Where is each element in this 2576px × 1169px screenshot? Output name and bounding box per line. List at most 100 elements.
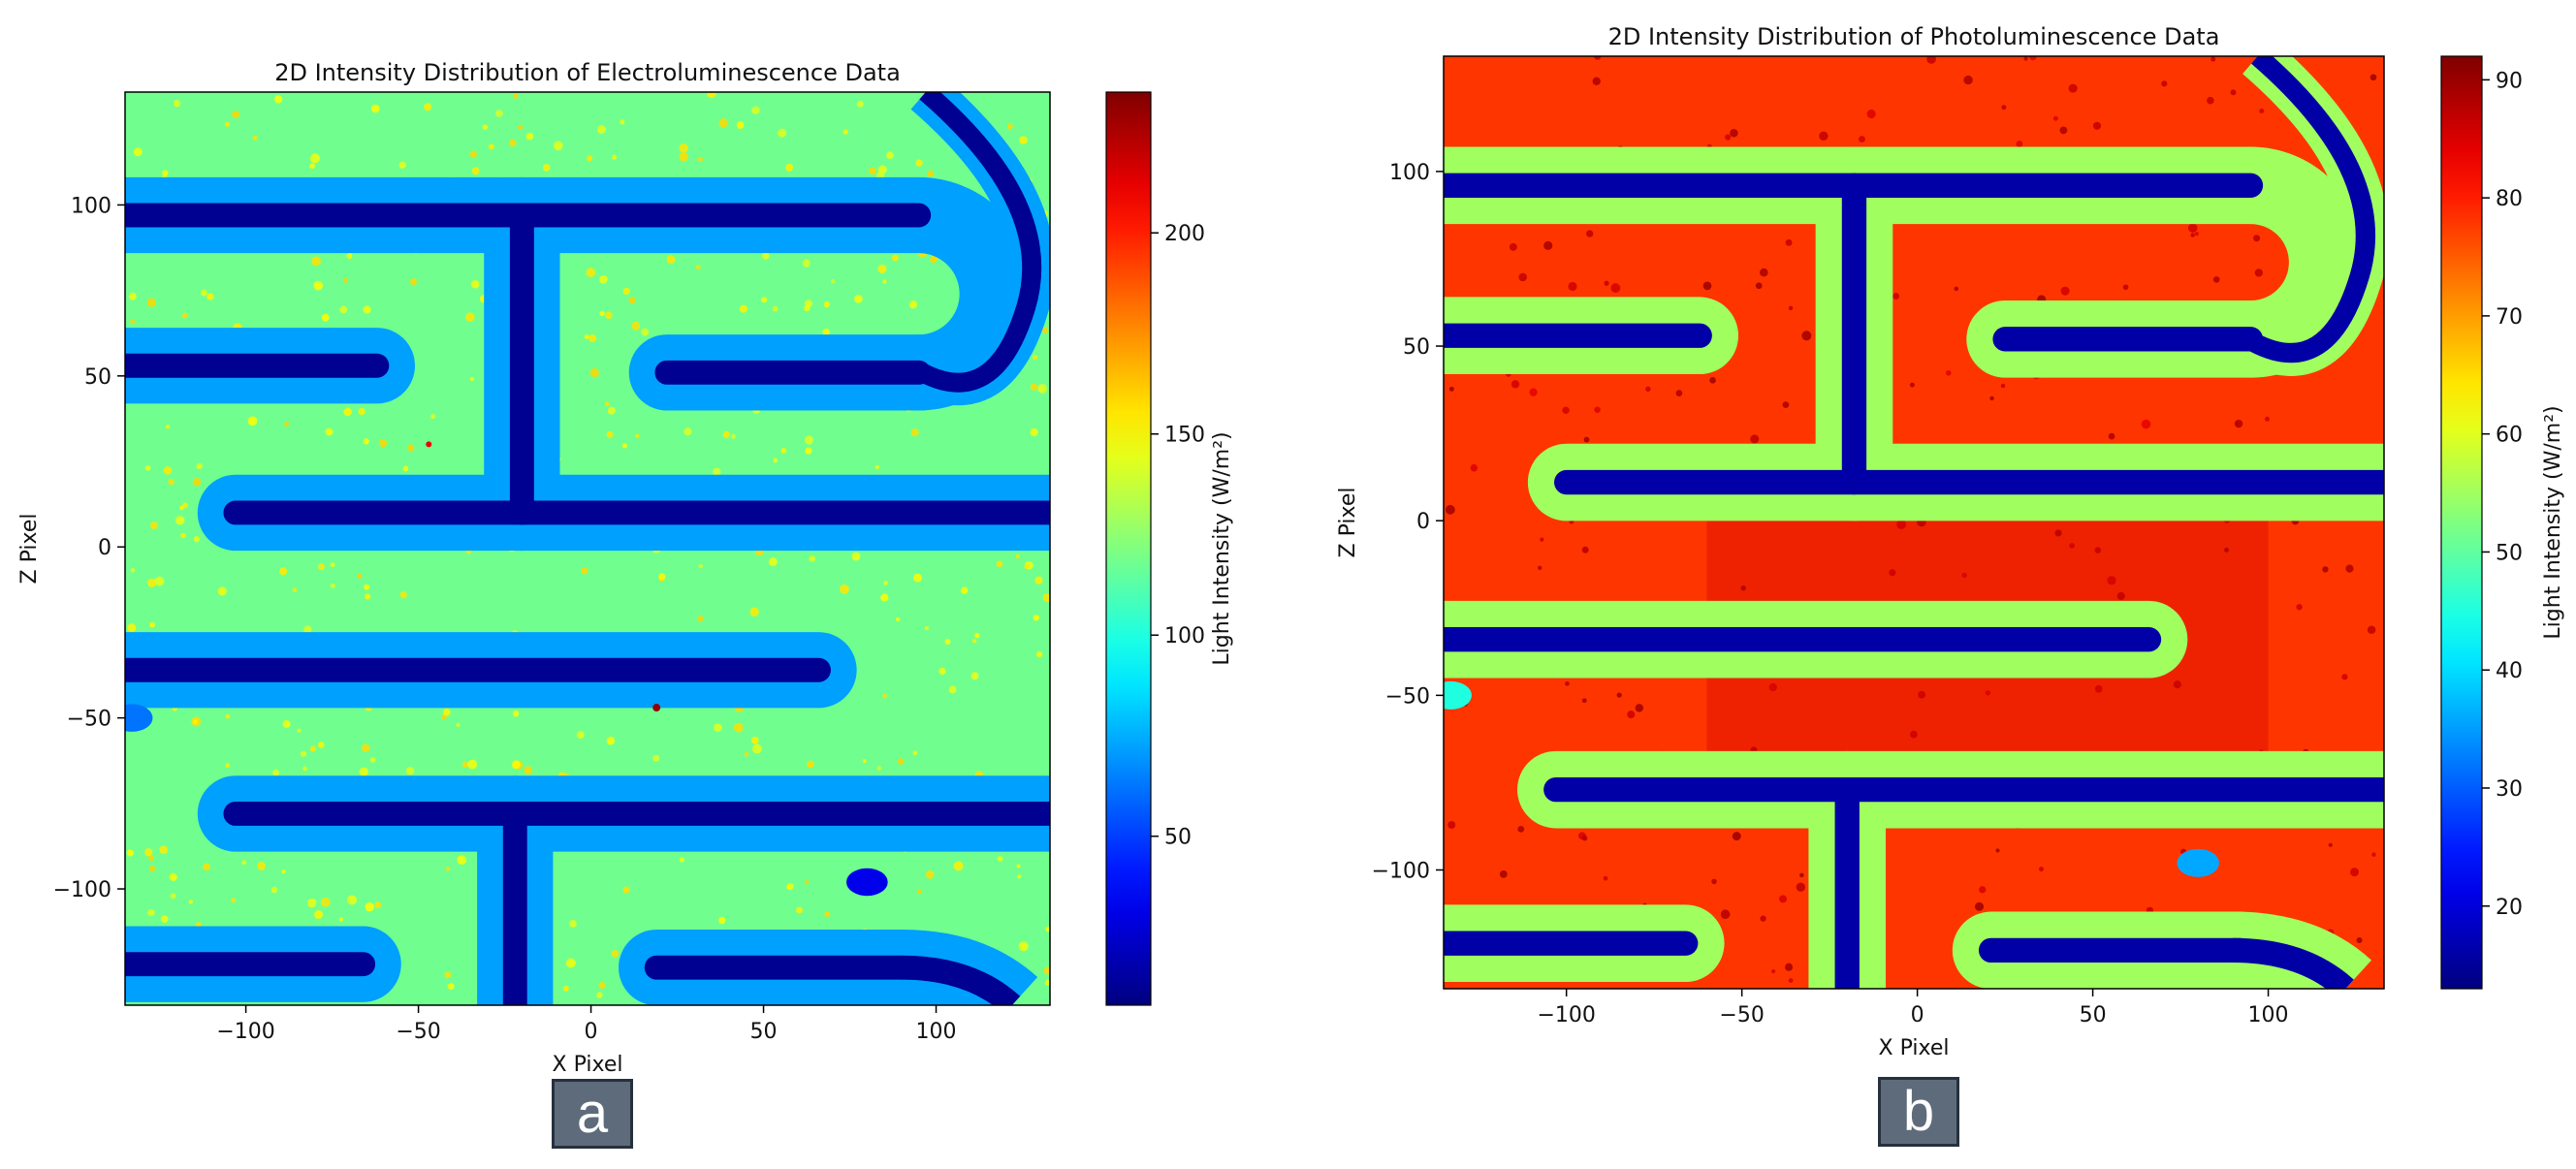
speckle	[1892, 293, 1900, 300]
speckle	[869, 167, 876, 175]
speckle	[706, 92, 716, 99]
speckle	[170, 893, 176, 900]
speckle	[203, 863, 210, 871]
speckle	[292, 587, 298, 593]
speckle	[2094, 684, 2103, 693]
speckle	[598, 981, 606, 990]
x-axis-label: X Pixel	[1879, 1036, 1950, 1060]
speckle	[525, 132, 534, 141]
y-tick-label: −50	[1385, 684, 1430, 709]
speckle	[1044, 979, 1050, 986]
colorbar-tick-label: 60	[2496, 424, 2523, 448]
speckle	[343, 407, 352, 417]
x-tick-label: −50	[1719, 1003, 1764, 1027]
speckle	[698, 564, 703, 569]
speckle	[325, 427, 334, 436]
busbar-bottom-core	[901, 955, 1021, 1005]
speckle	[1889, 569, 1896, 577]
x-tick-label: −50	[396, 1020, 440, 1044]
speckle	[518, 124, 524, 130]
speckle	[1043, 966, 1050, 975]
speckle	[1926, 56, 1936, 64]
panel-a: 2D Intensity Distribution of Electrolumi…	[17, 59, 1234, 1077]
speckle	[512, 711, 520, 717]
speckle	[749, 607, 759, 616]
speckle	[2094, 547, 2101, 553]
speckle	[1616, 692, 1622, 698]
chart-title: 2D Intensity Distribution of Electrolumi…	[274, 59, 901, 86]
speckle	[163, 466, 173, 475]
speckle	[1447, 820, 1456, 830]
speckle	[851, 552, 861, 561]
speckle	[225, 713, 231, 719]
speckle	[1785, 238, 1793, 246]
y-tick-label: −50	[67, 708, 111, 732]
colorbar-tick-label: 30	[2496, 777, 2523, 802]
speckle	[944, 638, 951, 645]
speckle	[314, 910, 324, 920]
speckle	[232, 111, 240, 119]
speckle	[1509, 242, 1517, 251]
speckle	[1032, 355, 1038, 361]
chart-title: 2D Intensity Distribution of Photolumine…	[1608, 23, 2220, 50]
speckle	[2207, 96, 2214, 105]
speckle	[1034, 576, 1043, 584]
speckle	[1581, 836, 1588, 841]
speckle	[895, 616, 901, 622]
speckle	[1645, 386, 1651, 393]
speckle	[196, 462, 203, 469]
speckle	[596, 125, 606, 135]
speckle	[2001, 105, 2007, 111]
speckle	[365, 901, 374, 912]
speckle	[824, 911, 831, 917]
speckle	[695, 265, 701, 270]
speckle	[1586, 230, 1594, 237]
speckle	[733, 722, 744, 733]
speckle	[877, 264, 887, 273]
speckle	[553, 141, 563, 151]
speckle	[1045, 926, 1050, 932]
speckle	[241, 860, 247, 866]
speckle	[925, 870, 935, 879]
speckle	[1019, 136, 1028, 144]
y-tick-label: −100	[1372, 859, 1430, 883]
colorbar-tick-label: 20	[2496, 896, 2523, 920]
speckle	[2141, 419, 2151, 429]
speckle	[310, 153, 320, 164]
speckle	[761, 297, 768, 303]
speckle	[1565, 680, 1570, 686]
speckle	[751, 106, 760, 114]
busbar-bottom-core	[2233, 937, 2354, 989]
speckle	[282, 719, 291, 729]
speckle	[772, 305, 779, 312]
speckle	[192, 478, 202, 487]
speckle	[297, 728, 302, 733]
speckle	[565, 958, 576, 968]
speckle	[2000, 383, 2006, 389]
speckle	[2029, 56, 2037, 61]
speckle	[1610, 283, 1621, 294]
speckle	[953, 861, 964, 871]
speckle	[445, 867, 451, 871]
speckle	[856, 100, 864, 108]
x-tick-label: −100	[1537, 1003, 1595, 1027]
speckle	[805, 447, 812, 455]
speckle	[2108, 432, 2115, 440]
speckle	[948, 685, 957, 694]
speckle	[1499, 869, 1508, 878]
speckle	[1730, 128, 1738, 138]
y-tick-label: 0	[98, 536, 111, 560]
y-tick-label: −100	[53, 878, 111, 902]
speckle	[303, 625, 312, 634]
speckle	[830, 279, 835, 284]
speckle	[854, 295, 863, 303]
speckle	[620, 119, 625, 125]
speckle	[562, 985, 569, 992]
speckle	[2367, 625, 2376, 635]
speckle	[318, 563, 325, 571]
speckle	[1592, 77, 1601, 85]
speckle	[2234, 419, 2243, 428]
speckle	[321, 897, 331, 907]
speckle	[762, 252, 770, 260]
